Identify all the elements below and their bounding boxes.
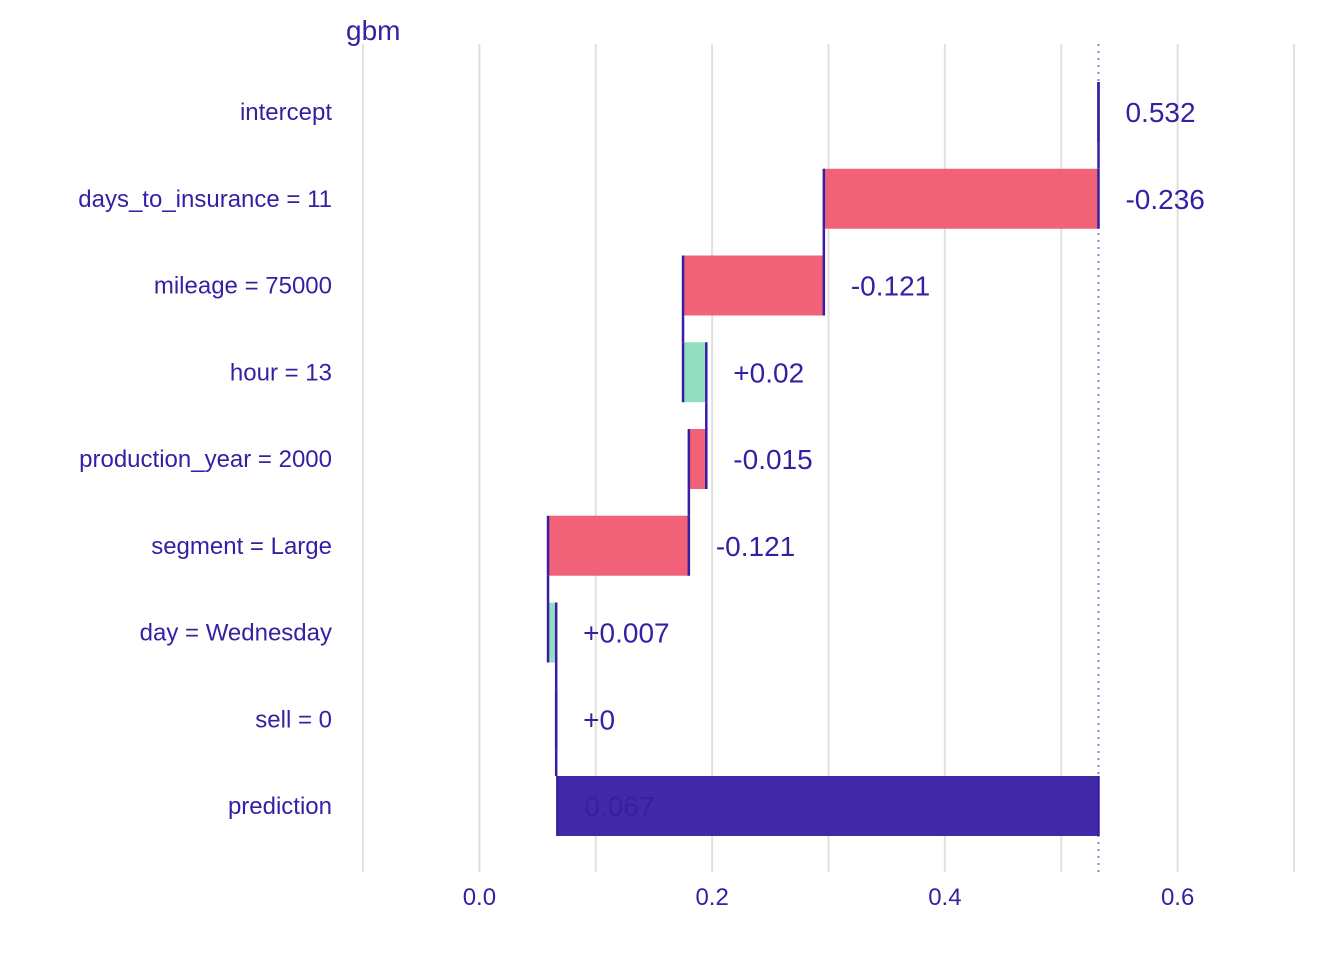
bars (546, 82, 1100, 836)
category-label: sell = 0 (255, 706, 332, 733)
x-tick-labels: 0.0 0.2 0.4 0.6 (463, 884, 1195, 911)
x-tick-label: 0.0 (463, 884, 496, 911)
value-label: +0 (583, 704, 615, 735)
value-label: -0.015 (733, 444, 812, 475)
value-label: -0.236 (1125, 184, 1204, 215)
category-label: hour = 13 (230, 359, 332, 386)
bar (688, 429, 707, 489)
value-labels: 0.532 -0.236 -0.121 +0.02 -0.015 -0.121 +0.007… (583, 97, 1205, 822)
category-label: production_year = 2000 (79, 446, 332, 473)
category-label: intercept (240, 99, 332, 126)
bar (557, 776, 1099, 836)
category-labels: intercept days_to_insurance = 11 mileage =… (78, 99, 332, 820)
bar (548, 515, 689, 576)
bar (683, 255, 824, 316)
value-label: +0.007 (583, 618, 669, 649)
bar (683, 342, 707, 403)
bar (548, 602, 557, 663)
grid-lines (362, 44, 1295, 872)
value-label: -0.121 (716, 531, 795, 562)
chart-title: gbm (346, 15, 400, 46)
connector-lines (546, 142, 1100, 776)
value-label: +0.02 (733, 357, 804, 388)
x-tick-label: 0.2 (695, 884, 728, 911)
x-tick-label: 0.6 (1161, 884, 1194, 911)
category-label: prediction (228, 793, 332, 820)
value-label: 0.532 (1125, 97, 1195, 128)
category-label: mileage = 75000 (154, 273, 332, 300)
value-label: -0.121 (851, 271, 930, 302)
category-label: segment = Large (151, 533, 332, 560)
x-tick-label: 0.4 (928, 884, 961, 911)
category-label: day = Wednesday (140, 620, 332, 647)
category-label: days_to_insurance = 11 (78, 186, 332, 213)
value-label: 0.067 (584, 791, 654, 822)
bar (823, 168, 1099, 229)
